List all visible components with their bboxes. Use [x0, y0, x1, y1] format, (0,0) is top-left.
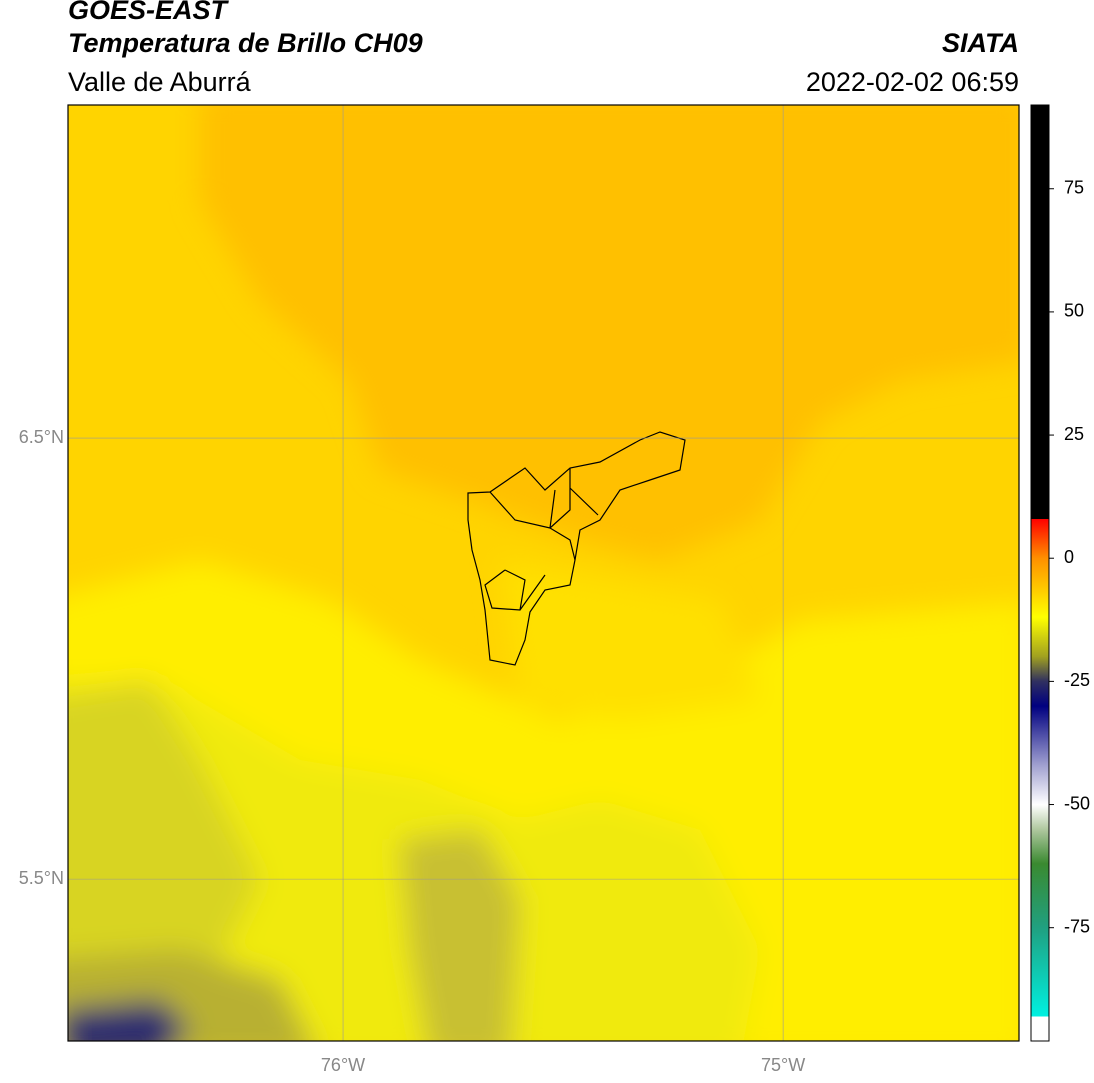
map-field: [68, 105, 1019, 1041]
colorbar-tick-label: -25: [1064, 670, 1090, 690]
colorbar-tick-label: 0: [1064, 547, 1074, 567]
valley-outline: [467, 431, 686, 666]
region: Valle de Aburrá: [68, 67, 252, 97]
subtitle: Temperatura de Brillo CH09: [68, 28, 423, 58]
x-tick-label: 76°W: [321, 1055, 365, 1075]
x-tick-label: 75°W: [761, 1055, 805, 1075]
colorbar-tick-label: 75: [1064, 177, 1084, 197]
colorbar-tick-label: 50: [1064, 301, 1084, 321]
datetime: 2022-02-02 06:59: [806, 67, 1019, 97]
title: GOES-EAST: [68, 0, 230, 25]
colorbar-tick-label: 25: [1064, 424, 1084, 444]
map-frame: [67, 104, 1020, 1042]
colorbar-tick-label: -75: [1064, 916, 1090, 936]
y-tick-label: 6.5°N: [19, 427, 64, 447]
colorbar: [1030, 104, 1050, 1042]
colorbar-tick-label: -50: [1064, 793, 1090, 813]
y-tick-label: 5.5°N: [19, 868, 64, 888]
source: SIATA: [942, 28, 1019, 58]
